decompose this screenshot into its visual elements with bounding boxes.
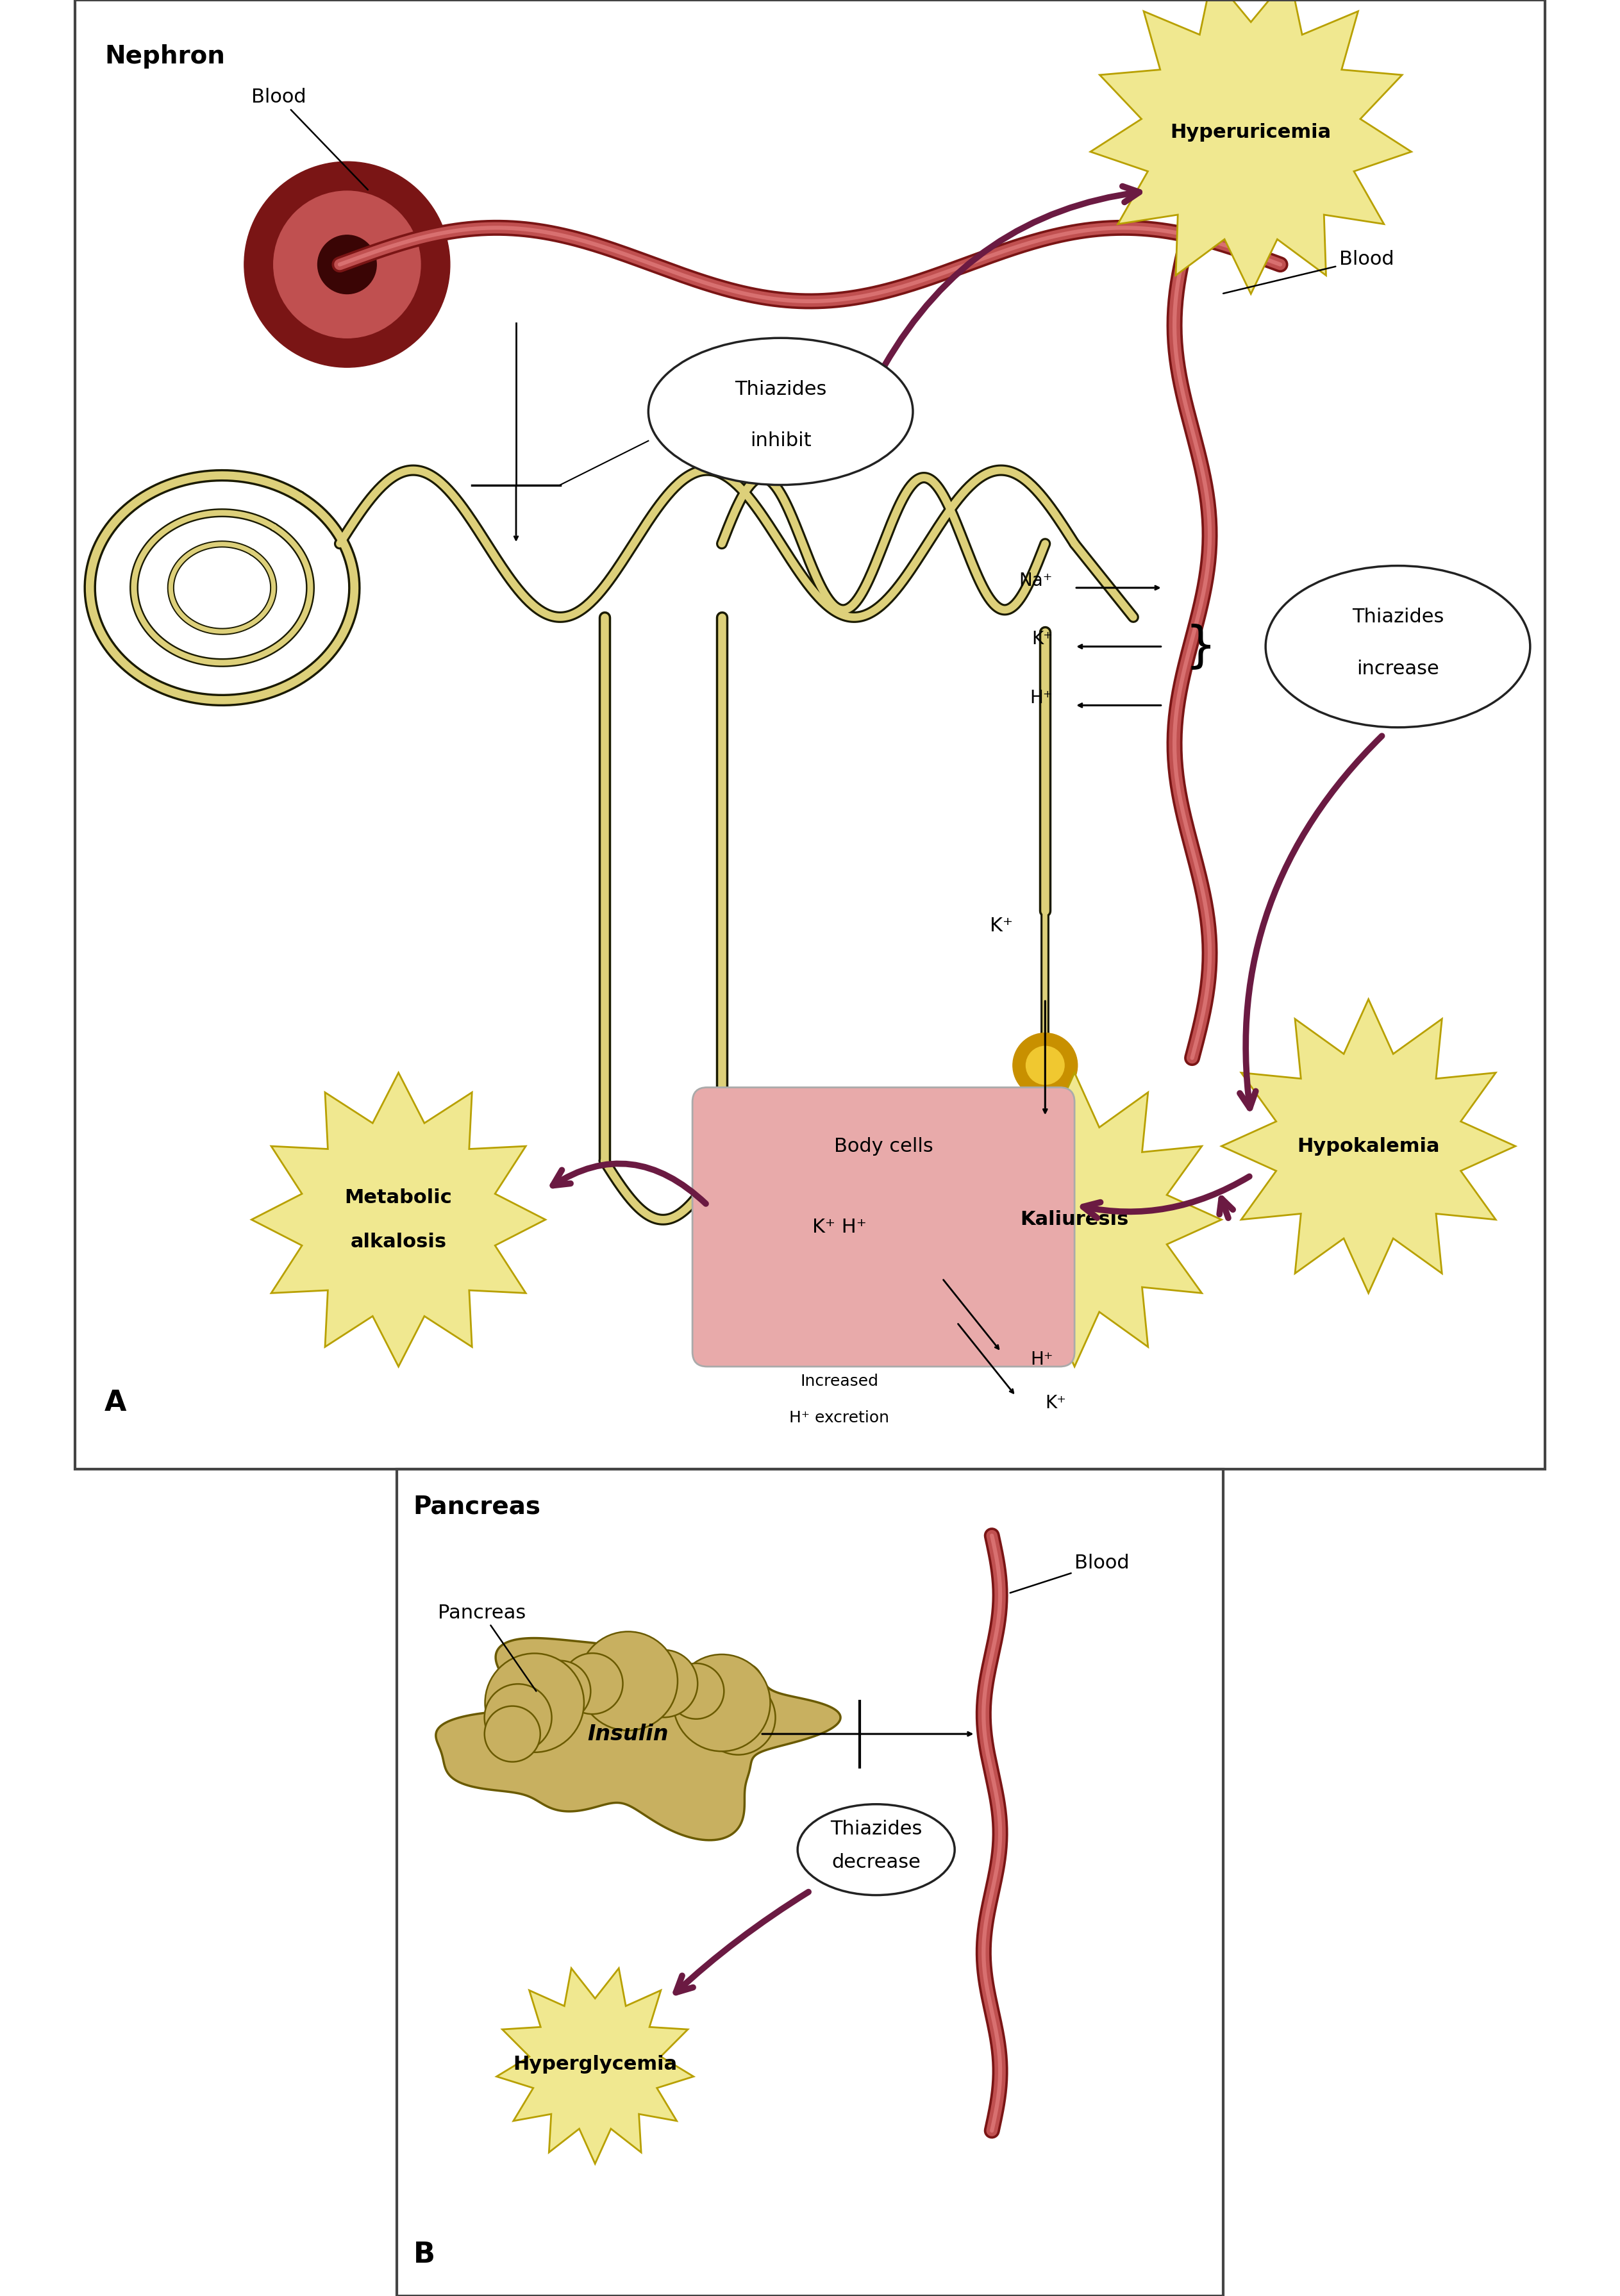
Polygon shape	[436, 1637, 841, 1839]
Text: Blood: Blood	[251, 87, 368, 191]
Circle shape	[701, 1681, 776, 1754]
Ellipse shape	[797, 1805, 954, 1894]
Text: Metabolic: Metabolic	[345, 1189, 452, 1208]
Polygon shape	[1090, 0, 1411, 294]
Text: Thiazides: Thiazides	[829, 1821, 922, 1839]
Text: Insulin: Insulin	[588, 1724, 669, 1745]
Ellipse shape	[1265, 565, 1531, 728]
Circle shape	[630, 1651, 698, 1717]
Text: Body cells: Body cells	[834, 1137, 933, 1155]
Text: decrease: decrease	[831, 1853, 920, 1871]
Text: K⁺: K⁺	[1045, 1394, 1066, 1412]
Circle shape	[245, 161, 450, 367]
Circle shape	[562, 1653, 622, 1715]
Polygon shape	[497, 1968, 693, 2163]
Text: Na⁺: Na⁺	[1019, 572, 1053, 590]
FancyArrowPatch shape	[1084, 1176, 1249, 1217]
FancyArrowPatch shape	[676, 1892, 808, 1993]
Circle shape	[484, 1653, 583, 1752]
Text: H⁺: H⁺	[1030, 1350, 1053, 1368]
Circle shape	[484, 1683, 552, 1752]
Polygon shape	[251, 1072, 546, 1366]
Text: K⁺: K⁺	[990, 916, 1012, 934]
Polygon shape	[1221, 999, 1515, 1293]
Text: increase: increase	[1356, 659, 1439, 677]
Circle shape	[1025, 1047, 1064, 1084]
Text: Uric acid: Uric acid	[684, 239, 789, 259]
FancyArrowPatch shape	[552, 1164, 706, 1203]
Text: Blood: Blood	[1223, 250, 1393, 294]
Text: inhibit: inhibit	[750, 432, 812, 450]
Circle shape	[484, 1706, 541, 1761]
Text: B: B	[413, 2241, 436, 2268]
Text: K⁺: K⁺	[1032, 629, 1053, 647]
Text: }: }	[1184, 622, 1217, 670]
Circle shape	[578, 1632, 677, 1731]
Text: Thiazides: Thiazides	[1353, 608, 1443, 627]
Circle shape	[318, 234, 376, 294]
Text: H⁺: H⁺	[1030, 689, 1053, 707]
Text: H⁺ excretion: H⁺ excretion	[789, 1410, 889, 1426]
Text: Pancreas: Pancreas	[413, 1495, 541, 1518]
Text: Hyperuricemia: Hyperuricemia	[1170, 124, 1332, 142]
Text: Increased: Increased	[800, 1373, 878, 1389]
Circle shape	[669, 1662, 724, 1720]
Text: Hyperglycemia: Hyperglycemia	[514, 2055, 677, 2073]
Text: Blood: Blood	[1011, 1554, 1129, 1593]
Text: Hypokalemia: Hypokalemia	[1298, 1137, 1440, 1155]
FancyArrowPatch shape	[885, 186, 1139, 365]
FancyBboxPatch shape	[692, 1088, 1074, 1366]
Circle shape	[530, 1660, 591, 1722]
Circle shape	[274, 191, 421, 338]
FancyArrowPatch shape	[1239, 737, 1382, 1109]
Circle shape	[674, 1655, 770, 1752]
Text: alkalosis: alkalosis	[350, 1233, 447, 1251]
FancyArrowPatch shape	[1220, 1199, 1233, 1217]
Polygon shape	[928, 1072, 1221, 1366]
Text: A: A	[105, 1389, 126, 1417]
Ellipse shape	[648, 338, 914, 484]
Text: Pancreas: Pancreas	[437, 1603, 536, 1692]
Circle shape	[1012, 1033, 1077, 1097]
Text: Nephron: Nephron	[105, 44, 225, 69]
Text: K⁺ H⁺: K⁺ H⁺	[812, 1217, 867, 1235]
Text: Thiazides: Thiazides	[734, 381, 826, 400]
Text: Kaliuresis: Kaliuresis	[1021, 1210, 1129, 1228]
